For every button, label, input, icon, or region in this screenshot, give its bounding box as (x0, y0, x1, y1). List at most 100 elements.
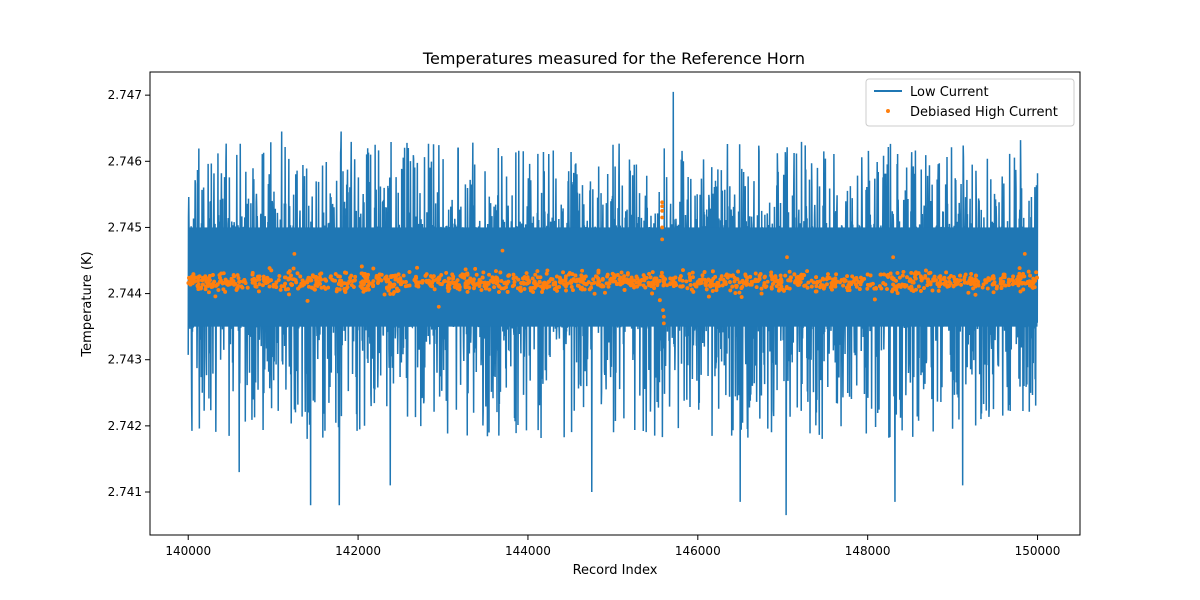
high-current-point (685, 286, 690, 291)
high-current-point (913, 276, 918, 281)
high-current-point (386, 277, 390, 282)
high-current-point (648, 275, 653, 280)
high-current-point (743, 272, 748, 277)
high-current-point (951, 283, 956, 288)
high-current-point (730, 284, 735, 289)
high-current-point (697, 278, 702, 282)
high-current-point (680, 278, 685, 283)
high-current-point (753, 279, 758, 284)
high-current-outlier-point (660, 209, 665, 213)
high-current-point (298, 284, 302, 289)
high-current-point (704, 287, 709, 292)
high-current-point (207, 290, 211, 295)
high-current-point (803, 283, 808, 288)
high-current-point (454, 282, 459, 287)
high-current-point (492, 285, 497, 290)
high-current-point (646, 280, 651, 285)
high-current-point (497, 290, 501, 294)
high-current-point (665, 283, 669, 288)
high-current-point (310, 273, 315, 278)
x-tick-label: 150000 (1015, 544, 1061, 558)
high-current-point (277, 274, 282, 278)
high-current-point (877, 284, 882, 289)
high-current-point (545, 285, 549, 290)
high-current-point (806, 280, 811, 285)
high-current-point (1015, 280, 1019, 285)
y-tick-label: 2.746 (108, 154, 142, 168)
high-current-point (739, 286, 744, 290)
high-current-point (578, 286, 583, 291)
high-current-point (407, 283, 412, 288)
high-current-point (413, 277, 417, 282)
high-current-point (250, 277, 255, 282)
high-current-point (398, 277, 403, 282)
high-current-point (250, 280, 255, 285)
high-current-point (300, 278, 305, 283)
high-current-point (826, 276, 831, 281)
high-current-point (713, 274, 718, 279)
high-current-outlier-point (661, 308, 665, 313)
high-current-point (1007, 279, 1012, 284)
y-axis-label: Temperature (K) (80, 251, 95, 357)
high-current-point (710, 289, 715, 293)
high-current-point (415, 265, 419, 270)
high-current-point (521, 276, 525, 281)
high-current-point (211, 273, 215, 277)
high-current-point (1010, 282, 1015, 287)
high-current-point (446, 280, 451, 284)
high-current-point (1035, 275, 1039, 280)
high-current-point (198, 286, 203, 291)
high-current-point (447, 283, 452, 287)
high-current-point (814, 289, 819, 294)
high-current-point (499, 279, 504, 283)
high-current-point (830, 284, 834, 289)
high-current-point (872, 297, 877, 302)
high-current-point (868, 273, 873, 278)
high-current-point (679, 284, 684, 289)
high-current-point (778, 273, 783, 278)
high-current-point (371, 266, 376, 271)
high-current-point (481, 270, 486, 275)
high-current-point (573, 273, 578, 278)
high-current-point (1026, 269, 1031, 274)
high-current-point (460, 275, 464, 279)
high-current-point (229, 281, 234, 286)
high-current-point (596, 278, 601, 283)
high-current-point (289, 282, 294, 287)
high-current-point (723, 281, 728, 286)
high-current-point (661, 283, 666, 288)
high-current-point (897, 275, 902, 280)
high-current-point (926, 277, 930, 282)
high-current-point (442, 279, 446, 284)
high-current-point (769, 286, 774, 291)
high-current-point (985, 286, 990, 291)
high-current-point (703, 281, 708, 286)
high-current-point (553, 282, 558, 287)
high-current-point (562, 282, 567, 287)
high-current-point (359, 280, 364, 285)
high-current-point (257, 289, 261, 294)
high-current-point (557, 285, 562, 289)
high-current-point (776, 280, 781, 285)
high-current-point (371, 279, 376, 284)
high-current-point (888, 271, 893, 276)
high-current-point (318, 272, 322, 277)
high-current-point (885, 287, 889, 291)
high-current-point (269, 278, 273, 283)
high-current-point (391, 274, 395, 278)
high-current-point (1018, 289, 1023, 294)
high-current-point (541, 281, 546, 286)
high-current-point (734, 283, 738, 288)
high-current-point (506, 274, 511, 278)
high-current-point (787, 286, 792, 291)
high-current-point (286, 287, 290, 291)
high-current-point (395, 286, 399, 291)
high-current-point (455, 286, 460, 291)
high-current-point (464, 279, 469, 284)
high-current-point (203, 287, 208, 292)
high-current-point (621, 279, 626, 284)
high-current-point (474, 272, 479, 277)
high-current-point (872, 286, 877, 291)
high-current-point (618, 282, 623, 287)
high-current-point (569, 278, 574, 283)
